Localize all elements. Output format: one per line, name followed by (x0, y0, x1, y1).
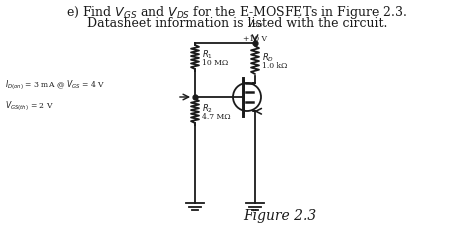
Text: e) Find $V_{GS}$ and $V_{DS}$ for the E-MOSFETs in Figure 2.3.: e) Find $V_{GS}$ and $V_{DS}$ for the E-… (66, 4, 408, 21)
Text: Datasheet information is listed with the circuit.: Datasheet information is listed with the… (87, 17, 387, 30)
Text: $I_{D(on)}$ = 3 mA @ $V_{GS}$ = 4 V: $I_{D(on)}$ = 3 mA @ $V_{GS}$ = 4 V (5, 78, 105, 92)
Text: 4.7 MΩ: 4.7 MΩ (202, 113, 231, 121)
Text: $R_2$: $R_2$ (202, 103, 213, 115)
Text: $R_1$: $R_1$ (202, 49, 213, 61)
Text: $V_{GS(th)}$ = 2 V: $V_{GS(th)}$ = 2 V (5, 99, 54, 113)
Text: +10 V: +10 V (243, 35, 267, 43)
Text: $V_{DD}$: $V_{DD}$ (247, 17, 263, 30)
Text: 10 MΩ: 10 MΩ (202, 59, 228, 67)
Text: $R_D$: $R_D$ (262, 52, 274, 64)
Text: Figure 2.3: Figure 2.3 (243, 209, 317, 223)
Text: 1.0 kΩ: 1.0 kΩ (262, 62, 287, 70)
